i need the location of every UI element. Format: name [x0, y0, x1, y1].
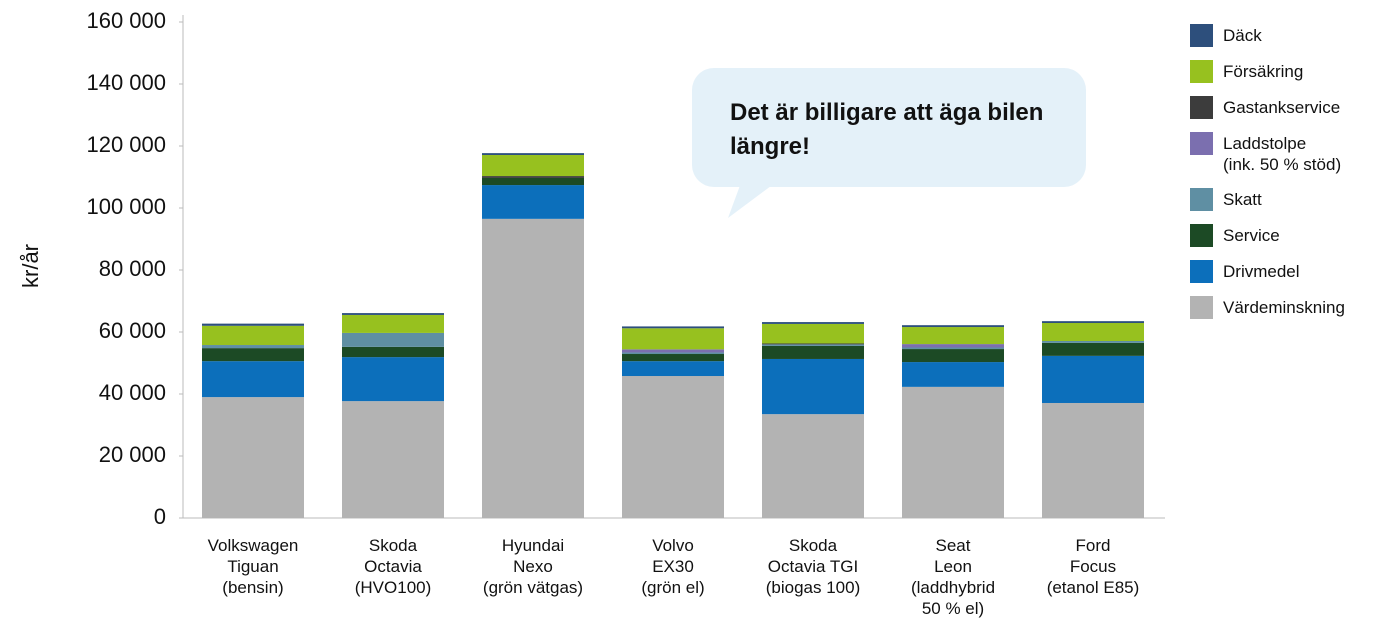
y-tick-label: 80 000 [99, 256, 166, 281]
bar-segment [762, 344, 864, 346]
legend-label: Värdeminskning [1223, 298, 1345, 317]
bar-segment [342, 401, 444, 518]
legend-swatch [1190, 296, 1213, 319]
bar-segment [202, 348, 304, 362]
bar-segment [622, 349, 724, 353]
legend-item: Drivmedel [1190, 260, 1345, 283]
legend-swatch [1190, 188, 1213, 211]
bar-segment [1042, 402, 1144, 518]
x-tick-label: Seat Leon (laddhybrid 50 % el) [910, 536, 996, 618]
legend-label: Gastankservice [1223, 98, 1341, 117]
bar-segment [622, 361, 724, 377]
bar-segment [482, 177, 584, 186]
bar-segment [482, 218, 584, 518]
x-tick-label: Skoda Octavia TGI (biogas 100) [765, 536, 861, 597]
bar-segment [902, 362, 1004, 387]
bar-segment [1042, 342, 1144, 356]
callout: Det är billigare att äga bilen längre! [692, 68, 1086, 187]
y-axis-label: kr/år [18, 244, 43, 288]
bar-segment [1042, 355, 1144, 403]
bar-segment [202, 323, 304, 326]
bar-segment [202, 361, 304, 398]
bar-segment [622, 354, 724, 362]
y-tick-label: 60 000 [99, 318, 166, 343]
x-tick-label: Hyundai Nexo (grön vätgas) [482, 536, 584, 597]
legend-swatch [1190, 96, 1213, 119]
legend-label: Försäkring [1223, 62, 1304, 81]
legend-item: Värdeminskning [1190, 296, 1345, 319]
bar-segment [342, 314, 444, 333]
bar-segment [342, 357, 444, 402]
legend-label: Skatt [1223, 190, 1262, 209]
bar-segment [482, 176, 584, 178]
legend-label: Drivmedel [1223, 262, 1300, 281]
bar-segment [482, 154, 584, 177]
bar-segment [202, 397, 304, 518]
legend-item: Service [1190, 224, 1345, 247]
bar-segment [342, 332, 444, 347]
bar-segment [902, 386, 1004, 518]
bar-segment [762, 358, 864, 415]
legend-item: Däck [1190, 24, 1345, 47]
y-tick-label: 20 000 [99, 442, 166, 467]
y-tick-label: 40 000 [99, 380, 166, 405]
callout-tail [728, 180, 775, 218]
y-tick-label: 100 000 [86, 194, 166, 219]
bar-segment [202, 345, 304, 349]
legend-label: Service [1223, 226, 1280, 245]
legend-swatch [1190, 260, 1213, 283]
bar-segment [902, 325, 1004, 328]
bar-segment [1042, 323, 1144, 341]
bar-segment [482, 185, 584, 219]
bar-segment [622, 328, 724, 350]
legend-swatch [1190, 60, 1213, 83]
legend-item: Skatt [1190, 188, 1345, 211]
bar-segment [1042, 340, 1144, 343]
bar-segment [762, 323, 864, 344]
legend-swatch [1190, 24, 1213, 47]
bar-segment [342, 346, 444, 358]
y-tick-label: 140 000 [86, 70, 166, 95]
bar-segment [762, 322, 864, 324]
legend-item: Laddstolpe (ink. 50 % stöd) [1190, 132, 1345, 175]
bar-segment [622, 376, 724, 518]
bar-segment [1042, 321, 1144, 324]
legend-label: Laddstolpe (ink. 50 % stöd) [1223, 134, 1342, 174]
bar-segment [202, 325, 304, 346]
bar-segment [762, 345, 864, 359]
bar-segment [902, 347, 1004, 350]
y-tick-label: 120 000 [86, 132, 166, 157]
y-tick-label: 160 000 [86, 8, 166, 33]
bar-segment [622, 352, 724, 355]
bar-segment [762, 414, 864, 518]
y-tick-label: 0 [154, 504, 166, 529]
bar-segment [622, 326, 724, 329]
legend-swatch [1190, 132, 1213, 155]
x-tick-label: Volkswagen Tiguan (bensin) [207, 536, 299, 597]
x-tick-label: Volvo EX30 (grön el) [641, 536, 705, 597]
bar-segment [902, 344, 1004, 348]
bar-segment [482, 153, 584, 155]
bar-segment [762, 343, 864, 345]
legend: Däck Försäkring Gastankservice Laddstolpe (… [1190, 24, 1345, 332]
legend-item: Gastankservice [1190, 96, 1345, 119]
x-tick-label: Ford Focus (etanol E85) [1046, 536, 1140, 597]
annotation: Det är billigare att äga bilen längre! [730, 99, 1044, 160]
legend-label: Däck [1223, 26, 1262, 45]
legend-swatch [1190, 224, 1213, 247]
x-tick-label: Skoda Octavia (HVO100) [354, 536, 432, 597]
legend-item: Försäkring [1190, 60, 1345, 83]
bar-segment [342, 313, 444, 315]
bar-segment [902, 327, 1004, 345]
bar-segment [902, 349, 1004, 363]
